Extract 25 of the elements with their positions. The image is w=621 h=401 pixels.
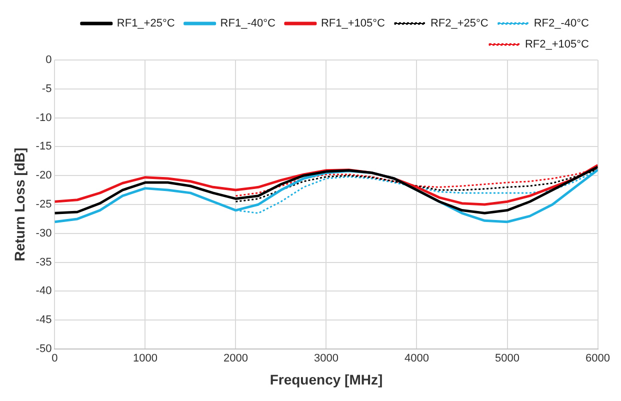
y-tick-label: -50 xyxy=(36,343,52,356)
y-tick-label: 0 xyxy=(46,54,52,66)
legend-label: RF2_-40°C xyxy=(534,18,590,30)
x-tick-label: 4000 xyxy=(404,352,429,365)
x-tick-label: 6000 xyxy=(586,352,610,365)
x-axis-title: Frequency [MHz] xyxy=(270,371,383,388)
y-tick-label: -30 xyxy=(36,227,52,240)
legend-label: RF2_+25°C xyxy=(430,18,488,30)
x-tick-label: 3000 xyxy=(314,352,338,365)
y-tick-label: -40 xyxy=(36,285,52,298)
legend-label: RF1_+25°C xyxy=(116,18,175,30)
y-tick-label: -25 xyxy=(36,198,52,211)
y-tick-label: -15 xyxy=(36,140,52,153)
y-tick-label: -10 xyxy=(36,112,52,124)
y-tick-label: -5 xyxy=(42,82,52,95)
y-axis-title: Return Loss [dB] xyxy=(11,148,28,262)
x-tick-label: 2000 xyxy=(223,352,248,365)
y-tick-label: -20 xyxy=(36,170,52,182)
x-tick-label: 5000 xyxy=(495,352,520,365)
legend-label: RF1_+105°C xyxy=(320,18,386,30)
x-tick-label: 1000 xyxy=(132,352,158,365)
legend-label: RF1_-40°C xyxy=(220,18,276,30)
y-tick-label: -35 xyxy=(36,256,52,268)
y-tick-label: -45 xyxy=(36,314,52,326)
legend-label: RF2_+105°C xyxy=(524,38,590,51)
